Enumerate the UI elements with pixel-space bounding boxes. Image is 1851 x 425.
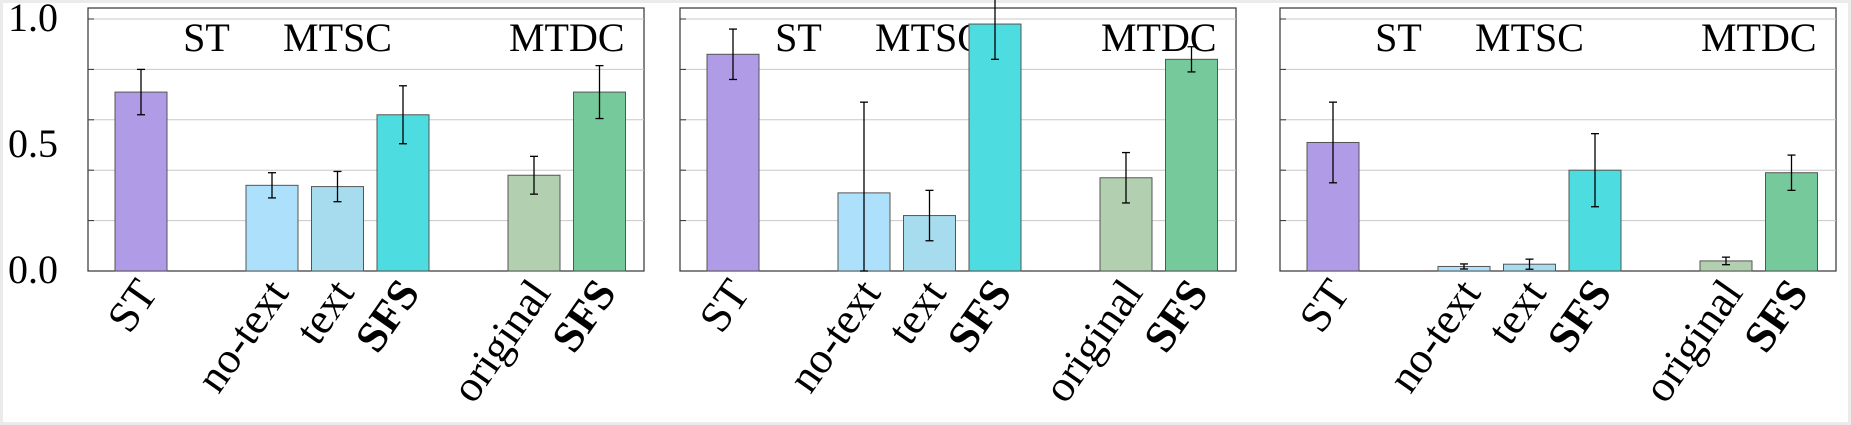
error-bar [1525, 258, 1534, 270]
group-label: MTSC [283, 15, 392, 60]
error-bar [399, 85, 407, 145]
error-bar [1187, 46, 1196, 73]
error-bar [1460, 263, 1468, 270]
bar [1165, 58, 1218, 272]
y-tick-label: 0.0 [8, 247, 58, 292]
group-label: MTDC [1701, 15, 1817, 60]
y-tick-label: 1.0 [8, 0, 58, 40]
y-axis-tick-labels: 0.0 0.5 1.0 [8, 0, 58, 292]
error-bar [729, 28, 737, 81]
error-bar [1787, 154, 1796, 192]
bar [114, 91, 168, 272]
error-bar [1122, 151, 1130, 204]
error-bar [595, 64, 604, 120]
error-bar [1722, 256, 1730, 266]
error-bar [991, 0, 999, 60]
group-label: MTSC [1475, 15, 1584, 60]
error-bar [1329, 101, 1337, 184]
group-label: ST [183, 15, 230, 60]
error-bar [1591, 133, 1599, 208]
bar [573, 91, 626, 272]
group-label: MTDC [509, 15, 625, 60]
group-label: MTSC [875, 15, 984, 60]
error-bar [925, 189, 934, 242]
bar [968, 23, 1022, 272]
error-bar [860, 101, 868, 272]
error-bar [268, 172, 276, 199]
bar [706, 53, 760, 272]
error-bar [137, 68, 145, 116]
group-label: MTDC [1101, 15, 1217, 60]
group-label: ST [1375, 15, 1422, 60]
panel-frame [1279, 7, 1837, 272]
bar [245, 184, 299, 272]
group-label: ST [775, 15, 822, 60]
error-bar [530, 155, 538, 195]
y-tick-label: 0.5 [8, 121, 58, 166]
error-bar [333, 170, 342, 203]
